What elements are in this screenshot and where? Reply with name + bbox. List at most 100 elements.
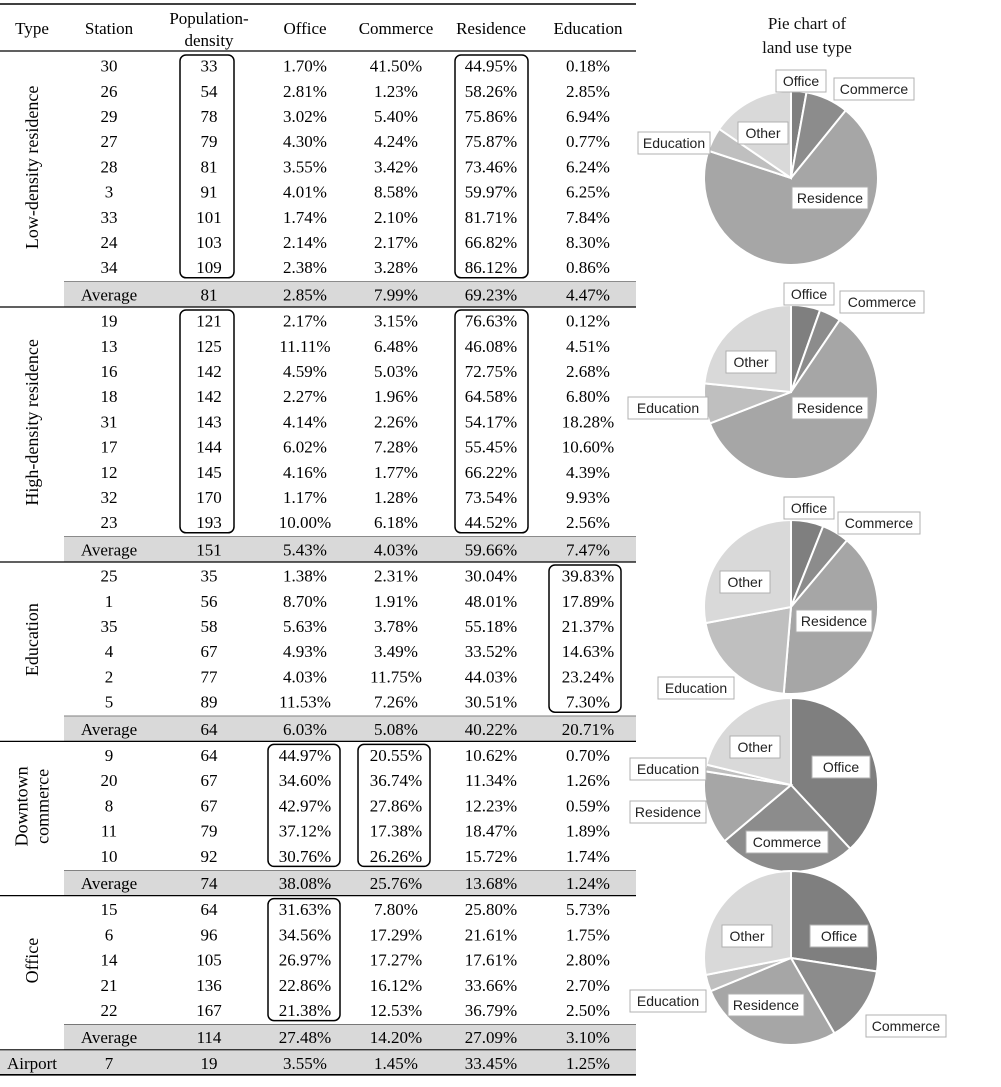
pie-chart: Office Commerce Residence Education Other: [627, 282, 925, 480]
cell-education: 8.30%: [566, 233, 610, 252]
cell-education: 18.28%: [562, 412, 614, 431]
cell-commerce: 1.28%: [374, 488, 418, 507]
cell-education: 0.70%: [566, 746, 610, 765]
cell-commerce: 1.96%: [374, 387, 418, 406]
pie-label-box: [783, 496, 835, 520]
pie-label-box: [745, 830, 829, 854]
cell-commerce: 7.80%: [374, 900, 418, 919]
cell-residence: 76.63%: [465, 312, 517, 331]
pie-label-box: [721, 924, 773, 948]
cell-density: 67: [201, 771, 219, 790]
cell-education: 6.25%: [566, 183, 610, 202]
cell-education: 14.63%: [562, 642, 614, 661]
cell-station: 30: [101, 57, 118, 76]
cell-commerce: 20.55%: [370, 746, 422, 765]
average-education: 20.71%: [562, 720, 614, 739]
cell-residence: 33.52%: [465, 642, 517, 661]
pie-label-office: Office: [821, 928, 858, 944]
cell-office: 4.16%: [283, 463, 327, 482]
cell-commerce: 41.50%: [370, 57, 422, 76]
airport-cell: 1.45%: [374, 1054, 418, 1073]
group-label: commerce: [33, 769, 53, 844]
cell-density: 79: [201, 822, 218, 841]
land-use-table: Type Station Population- density Office …: [0, 3, 636, 1076]
pie-chart: Office Commerce Residence Education Other: [629, 869, 947, 1046]
pie-label-commerce: Commerce: [848, 294, 917, 310]
average-residence: 13.68%: [465, 874, 517, 893]
cell-density: 92: [201, 847, 218, 866]
cell-density: 64: [201, 900, 219, 919]
pie-label-box: [629, 989, 707, 1013]
cell-station: 12: [101, 463, 118, 482]
pie-label-box: [657, 676, 735, 700]
cell-station: 22: [101, 1001, 118, 1020]
cell-density: 81: [201, 157, 218, 176]
highlight-box: [179, 309, 235, 534]
airport-row-bg: [0, 1050, 636, 1075]
pie-label-other: Other: [737, 739, 772, 755]
pie-label-commerce: Commerce: [845, 515, 914, 531]
pie-label-box: [795, 609, 873, 633]
cell-office: 6.02%: [283, 438, 327, 457]
pie-slice-other: [703, 869, 792, 977]
average-density: 64: [201, 720, 219, 739]
cell-office: 4.03%: [283, 667, 327, 686]
cell-education: 4.51%: [566, 337, 610, 356]
cell-station: 11: [101, 822, 117, 841]
pie-chart: Office Commerce Residence Education Other: [657, 496, 921, 700]
cell-station: 35: [101, 617, 118, 636]
cell-station: 24: [101, 233, 119, 252]
average-row-bg: [64, 536, 636, 562]
cell-density: 67: [201, 642, 219, 661]
highlight-box: [454, 309, 529, 534]
cell-density: 35: [201, 567, 218, 586]
cell-commerce: 17.38%: [370, 822, 422, 841]
cell-density: 145: [196, 463, 222, 482]
cell-commerce: 2.31%: [374, 567, 418, 586]
pie-label-box: [627, 396, 709, 420]
cell-residence: 21.61%: [465, 925, 517, 944]
pie-label-education: Education: [637, 761, 699, 777]
pie-label-box: [833, 77, 915, 101]
cell-office: 34.56%: [279, 925, 331, 944]
cell-education: 0.12%: [566, 312, 610, 331]
cell-station: 27: [101, 132, 119, 151]
average-density: 81: [201, 285, 218, 304]
cell-education: 4.39%: [566, 463, 610, 482]
cell-commerce: 3.42%: [374, 157, 418, 176]
pie-label-education: Education: [643, 135, 705, 151]
average-commerce: 7.99%: [374, 285, 418, 304]
cell-density: 91: [201, 183, 218, 202]
pie-label-education: Education: [637, 400, 699, 416]
pie-label-box: [811, 755, 871, 779]
cell-education: 9.93%: [566, 488, 610, 507]
cell-station: 15: [101, 900, 118, 919]
cell-commerce: 36.74%: [370, 771, 422, 790]
cell-office: 21.38%: [279, 1001, 331, 1020]
cell-station: 17: [101, 438, 119, 457]
cell-station: 9: [105, 746, 114, 765]
cell-commerce: 7.28%: [374, 438, 418, 457]
pie-label-commerce: Commerce: [872, 1018, 941, 1034]
cell-office: 1.38%: [283, 567, 327, 586]
cell-office: 44.97%: [279, 746, 331, 765]
cell-commerce: 3.15%: [374, 312, 418, 331]
cell-education: 2.85%: [566, 82, 610, 101]
pie-title-line2: land use type: [762, 38, 852, 57]
header-office: Office: [283, 19, 326, 38]
header-row: Type Station Population- density Office …: [15, 9, 623, 50]
header-type: Type: [15, 19, 49, 38]
cell-education: 0.77%: [566, 132, 610, 151]
cell-density: 109: [196, 258, 222, 277]
cell-office: 34.60%: [279, 771, 331, 790]
cell-commerce: 6.18%: [374, 513, 418, 532]
cell-density: 125: [196, 337, 222, 356]
pie-slice-commerce: [789, 956, 879, 1035]
cell-office: 4.93%: [283, 642, 327, 661]
pie-label-box: [737, 121, 789, 145]
cell-office: 1.17%: [283, 488, 327, 507]
average-row-bg: [64, 716, 636, 742]
cell-residence: 72.75%: [465, 362, 517, 381]
cell-station: 6: [105, 925, 114, 944]
cell-density: 136: [196, 976, 222, 995]
